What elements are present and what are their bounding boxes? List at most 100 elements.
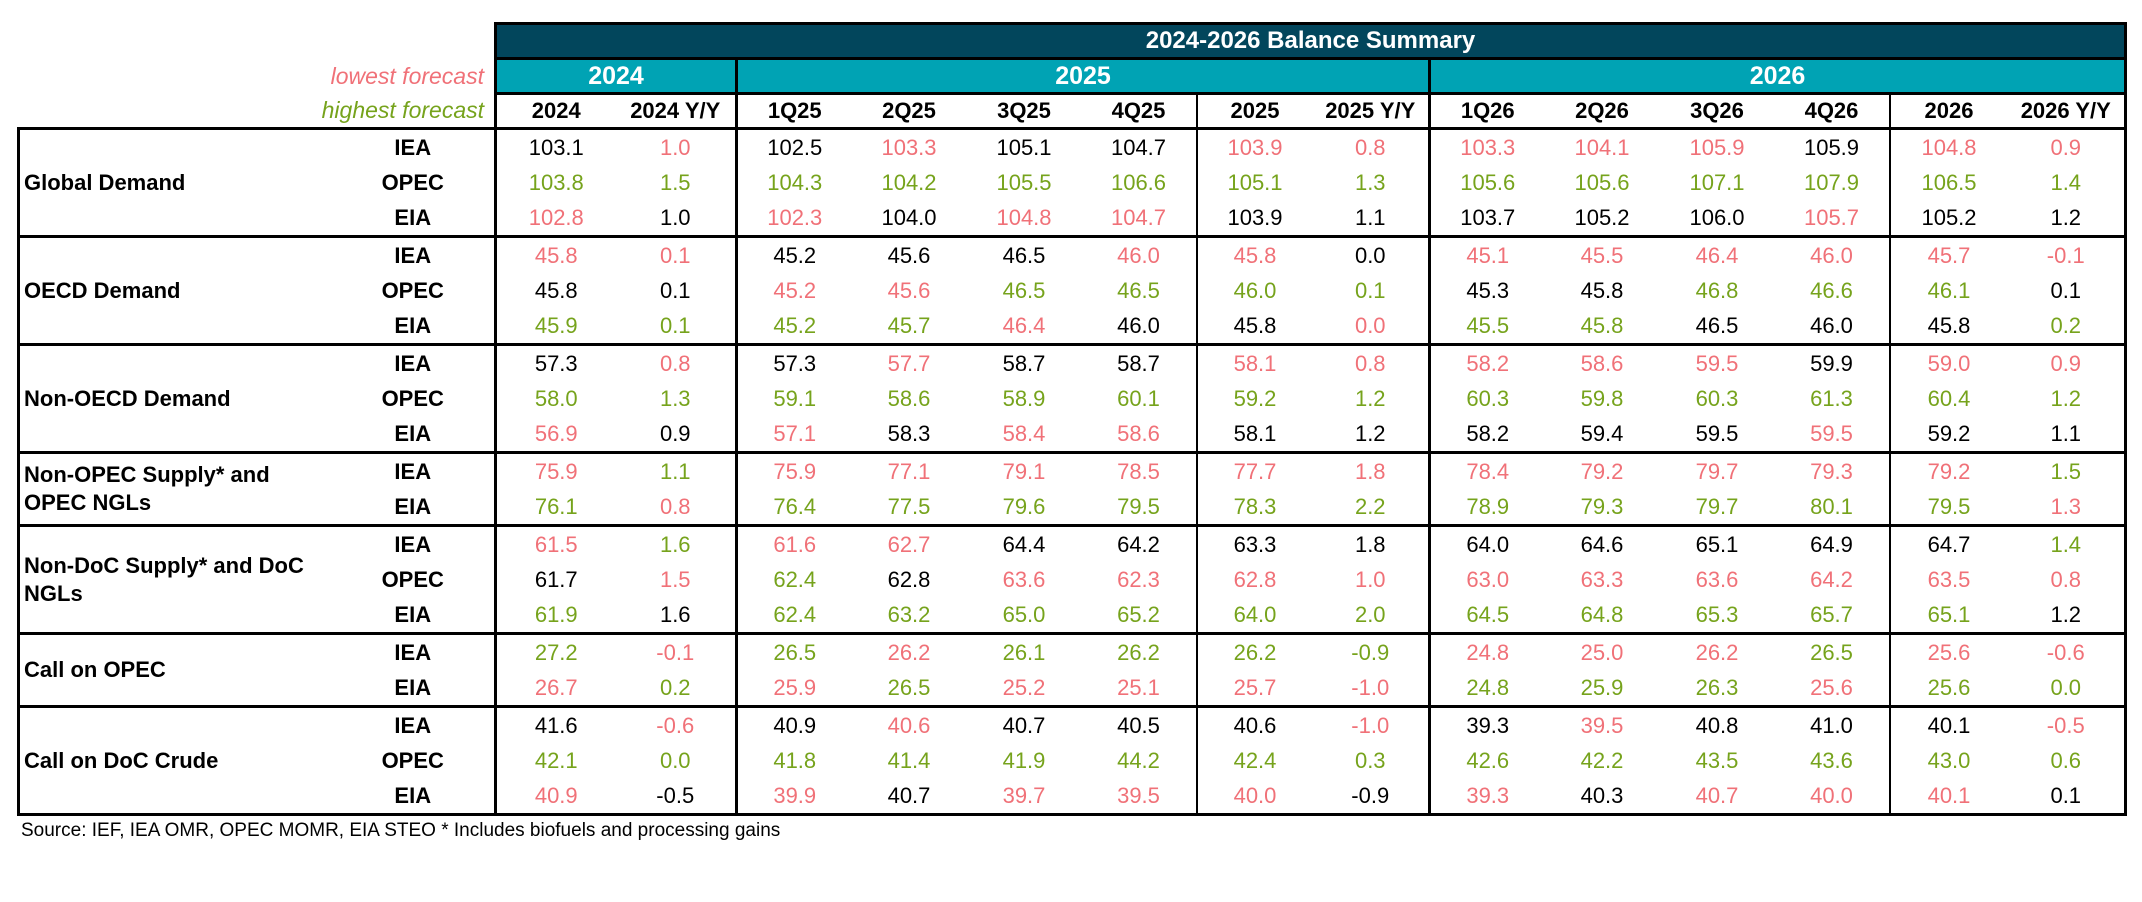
- value-cell: 63.3: [1195, 524, 1313, 562]
- value-cell: 45.7: [1888, 235, 2008, 273]
- value-cell: 63.2: [851, 597, 967, 635]
- value-cell: 105.1: [966, 127, 1082, 165]
- value-cell: 25.9: [1544, 670, 1660, 708]
- value-cell: 79.3: [1774, 451, 1890, 489]
- value-cell: 1.3: [2007, 489, 2127, 527]
- value-cell: 77.5: [851, 489, 967, 527]
- value-cell: 26.5: [735, 632, 852, 670]
- value-cell: 0.8: [1312, 343, 1430, 381]
- value-cell: 40.6: [851, 705, 967, 743]
- table-row: Global Demand IEA 103.1 1.0 102.5 103.3 105.1 1…: [17, 127, 2127, 238]
- value-cell: 57.3: [735, 343, 852, 381]
- value-cell: 104.7: [1081, 200, 1197, 238]
- value-cell: 63.3: [1580, 567, 1624, 592]
- value-cell: 1.4: [2007, 165, 2127, 200]
- value-cell: 58.1: [1195, 416, 1313, 454]
- value-cell: 78.5: [1081, 451, 1197, 489]
- source-label: OPEC: [381, 278, 444, 303]
- column-header: 3Q25: [966, 92, 1082, 130]
- table-row: Call on OPEC IEA 27.2 -0.1 26.5 26.2 26.1 26.2 2…: [17, 632, 2127, 708]
- value-cell: 58.2: [1428, 416, 1545, 454]
- table-row: OPEC 103.8 1.5 104.3 104.2 105.5 106.6 105.1 1.3…: [19, 165, 2127, 200]
- value-cell: 0.1: [2007, 778, 2127, 816]
- column-header: 2024 Y/Y: [615, 92, 737, 130]
- value-cell: 45.8: [1888, 308, 2008, 346]
- value-cell: 0.8: [615, 343, 737, 381]
- value-cell: 45.1: [1428, 235, 1545, 273]
- value-cell: 45.8: [1580, 278, 1624, 303]
- source-footnote: Source: IEF, IEA OMR, OPEC MOMR, EIA STE…: [21, 820, 781, 841]
- value-cell: 1.4: [2007, 524, 2127, 562]
- value-cell: 26.7: [494, 670, 616, 708]
- value-cell: 1.8: [1312, 451, 1430, 489]
- value-cell: 105.6: [1574, 170, 1630, 195]
- section-label: Non-OPEC Supply* and OPEC NGLs: [17, 451, 332, 527]
- column-header: 2026 Y/Y: [2007, 92, 2127, 130]
- value-cell: 46.0: [1774, 235, 1890, 273]
- value-cell: 105.6: [1428, 165, 1545, 200]
- value-cell: 1.0: [615, 127, 737, 165]
- value-cell: -0.1: [2007, 235, 2127, 273]
- value-cell: 1.2: [2007, 597, 2127, 635]
- value-cell: 25.9: [735, 670, 852, 708]
- source-label: IEA: [331, 343, 496, 381]
- value-cell: 0.1: [615, 308, 737, 346]
- table-row: EIA 102.8 1.0 102.3 104.0 104.8 104.7 103.9 1.1 1…: [19, 200, 2127, 238]
- section-label: Global Demand: [17, 127, 332, 238]
- value-cell: 40.5: [1081, 705, 1197, 743]
- column-header: 4Q25: [1081, 92, 1197, 130]
- column-header: 2025 Y/Y: [1312, 92, 1430, 130]
- value-cell: 103.3: [1428, 127, 1545, 165]
- value-cell: 103.8: [494, 165, 616, 200]
- source-label: EIA: [331, 308, 496, 346]
- value-cell: 39.9: [735, 778, 852, 816]
- value-cell: 104.0: [851, 200, 967, 238]
- source-label: OPEC: [381, 170, 444, 195]
- value-cell: 45.5: [1544, 235, 1660, 273]
- value-cell: 60.3: [1695, 386, 1739, 411]
- source-label: IEA: [331, 451, 496, 489]
- column-header: 2024: [494, 92, 616, 130]
- source-label: IEA: [331, 235, 496, 273]
- value-cell: 43.5: [1695, 748, 1739, 773]
- value-cell: 105.7: [1774, 200, 1890, 238]
- column-header: 4Q26: [1774, 92, 1890, 130]
- value-cell: 39.5: [1544, 705, 1660, 743]
- value-cell: 1.5: [659, 170, 691, 195]
- value-cell: 25.0: [1544, 632, 1660, 670]
- value-cell: 62.8: [887, 567, 931, 592]
- value-cell: 40.1: [1888, 705, 2008, 743]
- value-cell: 1.2: [2007, 200, 2127, 238]
- value-cell: 43.0: [1888, 743, 2008, 778]
- value-cell: 45.3: [1428, 273, 1545, 308]
- value-cell: 26.2: [851, 632, 967, 670]
- value-cell: 103.3: [851, 127, 967, 165]
- source-label: IEA: [331, 705, 496, 743]
- value-cell: 46.4: [966, 308, 1082, 346]
- value-cell: 45.8: [1195, 308, 1313, 346]
- value-cell: 58.6: [1544, 343, 1660, 381]
- value-cell: 59.5: [1659, 416, 1775, 454]
- value-cell: 65.1: [1888, 597, 2008, 635]
- value-cell: 2.2: [1312, 489, 1430, 527]
- value-cell: 79.3: [1544, 489, 1660, 527]
- value-cell: 64.8: [1544, 597, 1660, 635]
- value-cell: 61.5: [494, 524, 616, 562]
- value-cell: 26.2: [1195, 632, 1313, 670]
- column-header: 1Q26: [1428, 92, 1545, 130]
- value-cell: 58.6: [1081, 416, 1197, 454]
- value-cell: 78.4: [1428, 451, 1545, 489]
- value-cell: 46.5: [1659, 308, 1775, 346]
- value-cell: 79.7: [1659, 489, 1775, 527]
- value-cell: 41.8: [735, 743, 852, 778]
- value-cell: 65.2: [1081, 597, 1197, 635]
- value-cell: 46.5: [1117, 278, 1160, 303]
- value-cell: 0.1: [2007, 273, 2127, 308]
- source-label: EIA: [331, 489, 496, 527]
- source-label: OPEC: [381, 567, 444, 592]
- source-label: IEA: [331, 524, 496, 562]
- value-cell: 1.2: [2007, 381, 2127, 416]
- value-cell: 1.3: [1354, 170, 1386, 195]
- value-cell: 58.4: [966, 416, 1082, 454]
- value-cell: 1.1: [1312, 200, 1430, 238]
